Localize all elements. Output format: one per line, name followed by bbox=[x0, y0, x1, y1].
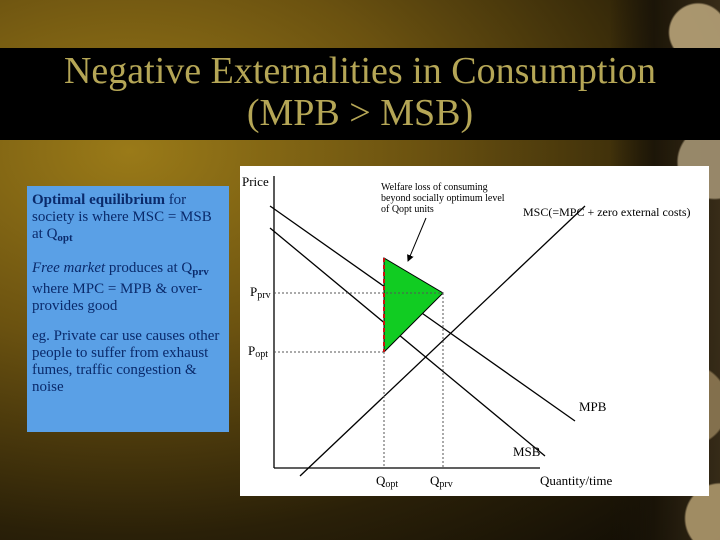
p-prv-sub: prv bbox=[257, 290, 271, 301]
optimal-paragraph: Optimal equilibrium for society is where… bbox=[32, 192, 224, 247]
q-prv-label: Qprv bbox=[430, 473, 453, 490]
welfare-note: Welfare loss of consuming beyond sociall… bbox=[381, 182, 505, 215]
msc-label: MSC(=MPC + zero external costs) bbox=[523, 205, 691, 219]
free-market-text-a: produces at Q bbox=[105, 260, 193, 276]
free-market-text-b: where MPC = MPB & over-provides good bbox=[32, 281, 203, 314]
free-market-paragraph: Free market produces at Qprv where MPC =… bbox=[32, 260, 224, 315]
title-line-1: Negative Externalities in Consumption bbox=[63, 50, 657, 92]
welfare-arrow bbox=[407, 217, 427, 262]
externality-graph: Price Pprv Popt Qopt Qprv Quantity/time … bbox=[240, 166, 709, 496]
optimal-sub: opt bbox=[57, 232, 73, 244]
p-opt-sub: opt bbox=[255, 349, 269, 360]
optimal-term: Optimal equilibrium bbox=[32, 192, 165, 208]
graph-svg bbox=[269, 176, 586, 477]
welfare-loss-triangle bbox=[383, 257, 444, 354]
title-line-2: (MPB > MSB) bbox=[246, 92, 474, 134]
slide-title: Negative Externalities in Consumption (M… bbox=[0, 50, 720, 134]
p-prv-main: P bbox=[250, 284, 258, 299]
optimal-text: for society is where MSC = MSB at Q bbox=[32, 192, 212, 242]
msb-label: MSB bbox=[513, 444, 541, 459]
title-bar bbox=[0, 48, 720, 140]
p-prv-label: Pprv bbox=[250, 284, 271, 301]
q-opt-sub: opt bbox=[385, 479, 399, 490]
q-prv-sub: prv bbox=[439, 479, 453, 490]
free-market-sub: prv bbox=[192, 266, 209, 278]
p-opt-main: P bbox=[248, 343, 256, 358]
q-opt-main: Q bbox=[376, 473, 386, 488]
q-prv-main: Q bbox=[430, 473, 440, 488]
x-axis-label: Quantity/time bbox=[540, 473, 613, 488]
q-opt-label: Qopt bbox=[376, 473, 398, 490]
free-market-term: Free market bbox=[32, 260, 106, 276]
y-axis-label: Price bbox=[242, 174, 269, 189]
msb-curve bbox=[269, 227, 546, 457]
explanation-textbox: Optimal equilibrium for society is where… bbox=[27, 186, 229, 432]
example-paragraph: eg. Private car use causes other people … bbox=[32, 328, 220, 395]
mpb-label: MPB bbox=[579, 399, 607, 414]
p-opt-label: Popt bbox=[248, 343, 268, 360]
